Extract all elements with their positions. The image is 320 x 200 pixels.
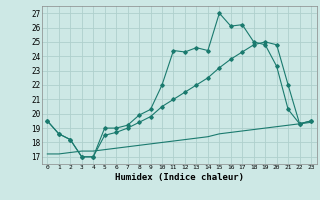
X-axis label: Humidex (Indice chaleur): Humidex (Indice chaleur) <box>115 173 244 182</box>
